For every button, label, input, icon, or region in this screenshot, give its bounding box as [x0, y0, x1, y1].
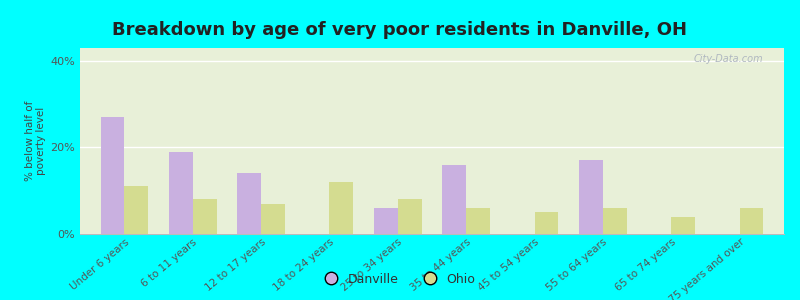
Text: Breakdown by age of very poor residents in Danville, OH: Breakdown by age of very poor residents …: [113, 21, 687, 39]
Bar: [125, 186, 148, 234]
Bar: [442, 165, 466, 234]
Bar: [671, 217, 695, 234]
Legend: Danville, Ohio: Danville, Ohio: [320, 268, 480, 291]
Y-axis label: % below half of
poverty level: % below half of poverty level: [25, 101, 46, 181]
Bar: [579, 160, 603, 234]
Bar: [603, 208, 626, 234]
Bar: [101, 117, 125, 234]
Bar: [169, 152, 193, 234]
Bar: [534, 212, 558, 234]
Bar: [466, 208, 490, 234]
Bar: [193, 200, 217, 234]
Bar: [398, 200, 422, 234]
Bar: [238, 173, 261, 234]
Text: City-Data.com: City-Data.com: [694, 54, 763, 64]
Bar: [330, 182, 354, 234]
Bar: [739, 208, 763, 234]
Bar: [374, 208, 398, 234]
Bar: [261, 204, 285, 234]
